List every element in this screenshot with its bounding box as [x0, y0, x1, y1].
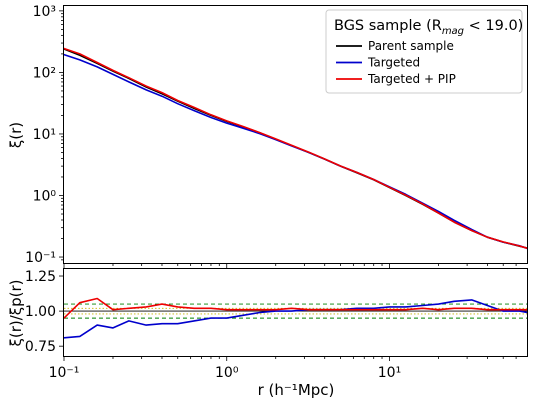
top-y-tick-label: 10³: [33, 4, 56, 20]
bottom-panel-frame: [63, 268, 528, 357]
legend-box: [325, 9, 523, 94]
top-y-tick-label: 10²: [33, 65, 56, 81]
x-tick-label: 10⁰: [215, 365, 239, 381]
top-y-tick-label: 10⁻¹: [25, 250, 56, 266]
ratio-series-line-2: [63, 297, 528, 319]
legend-label-1: Parent sample: [368, 39, 454, 53]
top-y-tick-label: 10⁰: [33, 188, 57, 204]
legend-title: BGS sample (Rmag < 19.0): [334, 18, 523, 37]
top-y-tick-label: 10¹: [33, 127, 56, 143]
top-y-axis-ticks: 10⁻¹ 10⁰ 10¹ 10² 10³: [25, 4, 64, 266]
legend-label-2: Targeted: [367, 56, 420, 70]
x-axis-label: r (h⁻¹Mpc): [258, 381, 335, 399]
bottom-y-tick-label: 0.75: [25, 339, 56, 355]
legend-entries: Parent sample Targeted Targeted + PIP: [336, 39, 456, 86]
top-series-group: [63, 47, 528, 250]
top-panel-frame: [63, 5, 528, 264]
top-series-line-3: [63, 47, 528, 249]
x-tick-label: 10⁻¹: [49, 365, 80, 381]
bottom-series-group: [63, 297, 528, 339]
top-panel: 10⁻¹ 10⁰ 10¹ 10² 10³ ξ(r) BGS sample (Rmag <…: [7, 4, 528, 268]
bottom-y-tick-label: 1.00: [25, 304, 56, 320]
bottom-panel: 0.75 1.00 1.25 10⁻¹ 10⁰ 10¹ ξ(r)/ξp(r): [7, 268, 528, 381]
bottom-y-axis-ticks: 0.75 1.00 1.25: [25, 269, 64, 355]
top-y-axis-label: ξ(r): [7, 122, 25, 148]
legend-label-3: Targeted + PIP: [367, 72, 456, 86]
bottom-y-axis-label: ξ(r)/ξp(r): [7, 279, 25, 346]
ratio-series-line-1: [63, 299, 528, 339]
legend: BGS sample (Rmag < 19.0) Parent sample Ta…: [325, 9, 523, 94]
bottom-y-tick-label: 1.25: [25, 269, 56, 285]
x-tick-label: 10¹: [378, 365, 401, 381]
